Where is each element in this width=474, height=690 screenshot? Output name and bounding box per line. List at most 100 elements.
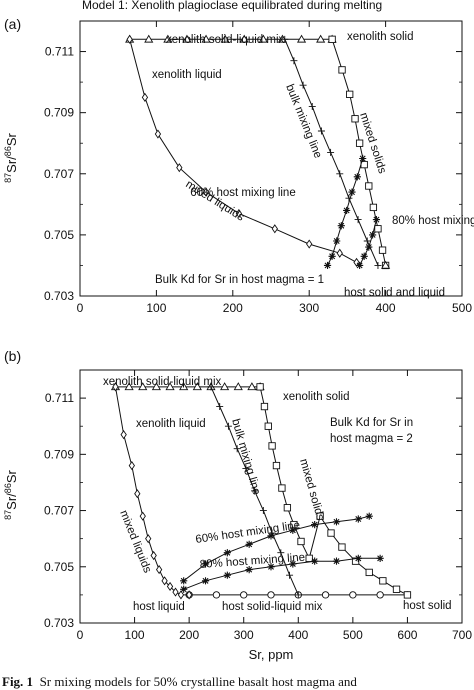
y-tick-label: 0.705: [44, 228, 74, 242]
data-point: [138, 382, 148, 391]
data-point: [356, 261, 364, 270]
data-point: [161, 576, 168, 586]
annotation-60-host-mixing-line: 60% host mixing line: [195, 519, 301, 546]
series-line: [183, 515, 370, 582]
data-point: [201, 34, 211, 43]
annotation-xenolith-liquid: xenolith liquid: [136, 418, 206, 430]
y-axis-label-part: 87: [3, 173, 13, 183]
data-point: [224, 422, 232, 430]
x-tick-label: 300: [234, 628, 254, 642]
data-point: [201, 560, 210, 568]
data-point: [242, 464, 250, 472]
x-tick-label: 200: [179, 628, 199, 642]
data-point: [311, 557, 319, 565]
series-xenolith-solid-liquid-mix: [125, 34, 337, 43]
data-point: [155, 564, 163, 575]
data-point: [180, 585, 188, 593]
host-point: [381, 260, 391, 269]
data-point: [278, 484, 286, 492]
data-point: [267, 563, 275, 571]
annotation-mixed-solids: mixed solids: [297, 458, 326, 522]
data-point: [207, 383, 215, 391]
y-tick-label: 0.705: [44, 560, 74, 574]
y-tick-label: 0.703: [44, 289, 74, 303]
figure-caption: Fig. 1 Sr mixing models for 50% crystall…: [2, 674, 474, 690]
data-point: [139, 511, 146, 521]
data-point: [223, 549, 231, 557]
series-80-host-mixing-line: [356, 216, 381, 270]
data-point: [286, 571, 294, 579]
data-point: [296, 34, 307, 43]
data-point: [328, 35, 336, 43]
data-point: [163, 34, 173, 43]
data-point: [240, 591, 248, 599]
caption-text: Sr mixing models for 50% crystalline bas…: [39, 674, 357, 689]
data-point: [290, 520, 298, 529]
x-tick-label: 100: [125, 628, 145, 642]
annotation-bulk-kd-for-sr-in-host-magma-1: Bulk Kd for Sr in host magma = 1: [155, 274, 324, 286]
data-point: [272, 461, 281, 470]
x-tick-label: 400: [376, 301, 396, 315]
y-axis-label-part: 87: [3, 510, 13, 520]
data-point: [354, 554, 362, 562]
data-point: [327, 148, 335, 156]
data-point: [338, 543, 346, 551]
data-point: [323, 261, 332, 270]
data-point: [141, 92, 149, 102]
y-axis-label-part: Sr: [4, 470, 19, 484]
series-mixed-liquids: [112, 382, 193, 600]
data-point: [251, 487, 259, 495]
data-point: [332, 518, 341, 526]
data-point: [299, 81, 307, 89]
data-point: [145, 534, 152, 544]
data-point: [360, 252, 368, 260]
data-point: [365, 182, 373, 190]
data-point: [165, 382, 175, 391]
series-bulk-mixing-line: [281, 35, 382, 269]
data-point: [201, 577, 210, 585]
data-point: [112, 382, 119, 392]
data-point: [259, 507, 267, 515]
data-point: [223, 571, 231, 579]
y-axis-label-part: Sr: [4, 133, 19, 147]
y-tick-label: 0.711: [45, 391, 74, 405]
data-point: [283, 504, 292, 512]
data-point: [212, 591, 221, 599]
series-line: [129, 39, 357, 263]
data-point: [297, 537, 305, 546]
annotation-host-solid: host solid: [403, 600, 452, 612]
data-point: [343, 206, 351, 215]
data-point: [247, 382, 257, 391]
data-point: [306, 239, 313, 249]
y-axis-label-part: Sr/: [4, 156, 19, 173]
y-axis-label-part: 86: [3, 483, 13, 493]
data-point: [316, 34, 326, 43]
y-tick-label: 0.707: [44, 167, 74, 181]
data-point: [128, 460, 135, 471]
data-point: [268, 442, 276, 450]
data-point: [338, 66, 346, 74]
data-point: [290, 57, 298, 65]
data-point: [154, 129, 162, 139]
data-point: [378, 246, 387, 254]
data-point: [126, 34, 133, 44]
y-axis-label-part: 86: [3, 146, 13, 156]
data-point: [353, 173, 361, 181]
annotation-xenolith-solid-liquid-mix: xenolith solid-liquid mix: [103, 376, 221, 388]
y-tick-label: 0.711: [45, 45, 74, 59]
data-point: [305, 554, 313, 562]
y-axis-label-part: Sr/: [4, 493, 19, 510]
data-point: [365, 568, 373, 577]
data-point: [192, 382, 202, 391]
data-point: [264, 422, 272, 430]
panel-a: 0 100 200 300 400 500 0.703 0.705 0.707 0.709 0.71…: [3, 16, 474, 315]
data-point: [369, 203, 378, 212]
series-mixed-solids: [256, 383, 412, 599]
panel-b: 0 100 200 300 400 500 600 700 0.703 0.705 0.707 0.7…: [3, 348, 472, 662]
data-point: [336, 248, 343, 258]
caption-label: Fig. 1: [2, 674, 34, 689]
data-point: [177, 590, 185, 600]
series-line: [183, 557, 381, 590]
x-tick-label: 500: [452, 301, 472, 315]
data-point: [317, 127, 325, 135]
